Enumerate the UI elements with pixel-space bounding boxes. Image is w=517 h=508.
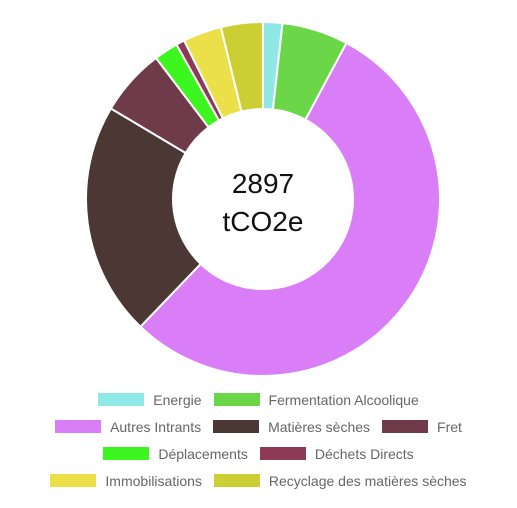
legend-swatch <box>55 420 102 433</box>
legend-swatch <box>213 393 260 406</box>
legend-label: Déchets Directs <box>314 445 414 462</box>
legend-item[interactable]: Matières sèches <box>213 419 370 435</box>
chart-legend: Energie Fermentation Alcoolique Autres Int… <box>0 386 517 494</box>
slice-recyclage-des-mati-res-s-ches[interactable] <box>219 20 264 113</box>
legend-item[interactable]: Immobilisations <box>50 472 202 489</box>
legend-row: Autres Intrants Matières sèches Fret <box>0 413 517 440</box>
legend-swatch <box>259 447 306 460</box>
legend-swatch <box>213 474 260 487</box>
slice-mati-res-s-ches[interactable] <box>85 107 203 329</box>
legend-row: Energie Fermentation Alcoolique <box>0 386 517 413</box>
legend-label: Autres Intrants <box>110 418 202 435</box>
doughnut-chart <box>85 20 441 377</box>
legend-item[interactable]: Fret <box>382 419 462 435</box>
legend-label: Energie <box>153 391 202 408</box>
legend-label: Recyclage des matières sèches <box>268 472 467 489</box>
legend-row: Immobilisations Recyclage des matières sè… <box>0 467 517 494</box>
center-total-value: 2897 <box>231 168 295 199</box>
legend-swatch <box>98 393 145 406</box>
legend-item[interactable]: Déplacements <box>103 446 248 462</box>
legend-swatch <box>382 420 429 433</box>
legend-item[interactable]: Déchets Directs <box>259 445 414 462</box>
legend-label: Fermentation Alcoolique <box>268 391 419 408</box>
legend-swatch <box>50 474 97 487</box>
legend-item[interactable]: Autres Intrants <box>55 419 201 435</box>
legend-label: Fret <box>437 418 462 435</box>
legend-label: Immobilisations <box>105 472 202 489</box>
legend-label: Matières sèches <box>268 418 371 435</box>
legend-item[interactable]: Energie <box>98 391 202 408</box>
slice-autres-intrants[interactable] <box>139 41 441 377</box>
legend-label: Déplacements <box>158 445 248 462</box>
center-total-unit: tCO2e <box>222 206 304 237</box>
legend-item[interactable]: Fermentation Alcoolique <box>213 391 419 408</box>
legend-item[interactable]: Recyclage des matières sèches <box>213 472 467 489</box>
legend-swatch <box>213 420 260 433</box>
legend-row: Déplacements Déchets Directs <box>0 440 517 467</box>
legend-swatch <box>103 447 150 460</box>
